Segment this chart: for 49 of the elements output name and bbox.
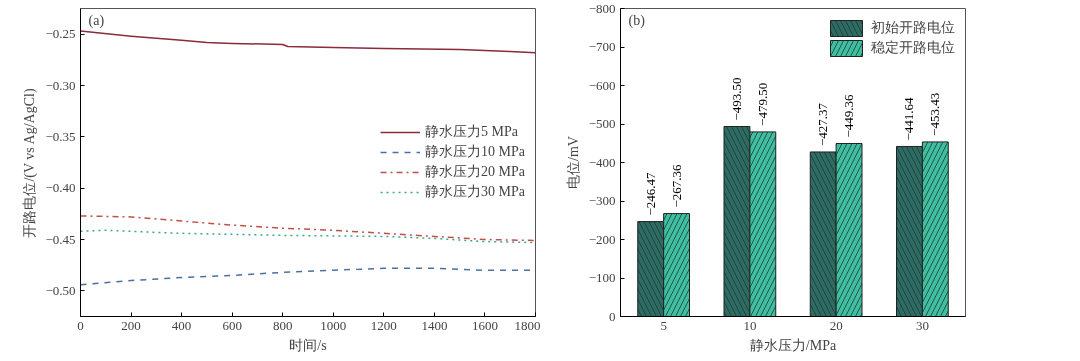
x-tick-label: 1600 — [471, 317, 498, 333]
x-tick-label: 1400 — [421, 317, 448, 333]
line-series — [80, 215, 536, 242]
x-tick-label: 600 — [222, 317, 242, 333]
data-label: −453.43 — [927, 92, 943, 136]
x-tick-label: 5 — [660, 317, 667, 333]
x-tick-label: 400 — [171, 317, 192, 333]
y-axis-title: 开路电位/(V vs Ag/AgCl) — [22, 88, 39, 238]
y-tick-label: −200 — [588, 231, 616, 247]
y-tick-label: −0.40 — [45, 180, 76, 196]
y-tick-label: −0.30 — [45, 77, 76, 93]
y-tick-label: −400 — [588, 154, 616, 170]
x-axis-title: 静水压力/MPa — [749, 337, 837, 353]
data-label: −441.64 — [901, 96, 917, 141]
legend-label: 静水压力20 MPa — [425, 163, 525, 181]
x-tick-label: 1000 — [320, 317, 347, 333]
data-label: −267.36 — [668, 163, 684, 208]
y-tick-label: −300 — [588, 193, 616, 208]
x-tick-label: 1200 — [370, 317, 397, 333]
x-tick-label: 20 — [829, 317, 843, 333]
y-tick-label: −500 — [588, 116, 616, 131]
x-tick-label: 10 — [743, 317, 757, 333]
data-label: −427.37 — [815, 102, 831, 146]
y-tick-label: −0.25 — [45, 26, 76, 42]
legend-label: 初始开路电位 — [871, 19, 955, 37]
y-tick-label: −100 — [588, 270, 616, 285]
legend-label: 稳定开路电位 — [871, 39, 955, 57]
y-tick-label: −800 — [588, 0, 616, 16]
data-label: −493.50 — [728, 77, 744, 121]
data-label: −449.36 — [841, 93, 857, 138]
y-tick-label: −0.35 — [45, 128, 76, 144]
x-tick-label: 1800 — [514, 317, 541, 333]
y-axis-title: 电位/mV — [565, 136, 581, 189]
x-tick-label: 30 — [915, 317, 929, 333]
data-label: −479.50 — [754, 82, 770, 126]
x-tick-label: 200 — [121, 317, 141, 333]
line-series — [80, 30, 536, 54]
x-tick-label: 800 — [272, 317, 293, 333]
y-tick-label: −600 — [588, 77, 616, 93]
y-tick-label: −700 — [588, 39, 616, 54]
legend-label: 静水压力5 MPa — [425, 123, 518, 141]
x-axis-title: 时间/s — [289, 337, 327, 353]
data-label: −246.47 — [642, 172, 658, 216]
legend-label: 静水压力30 MPa — [425, 183, 525, 201]
y-tick-label: −0.50 — [45, 282, 76, 298]
chart-title: (a) — [88, 12, 105, 29]
chart-title: (b) — [628, 12, 646, 29]
legend-label: 静水压力10 MPa — [425, 143, 525, 161]
y-tick-label: −0.45 — [45, 231, 76, 247]
